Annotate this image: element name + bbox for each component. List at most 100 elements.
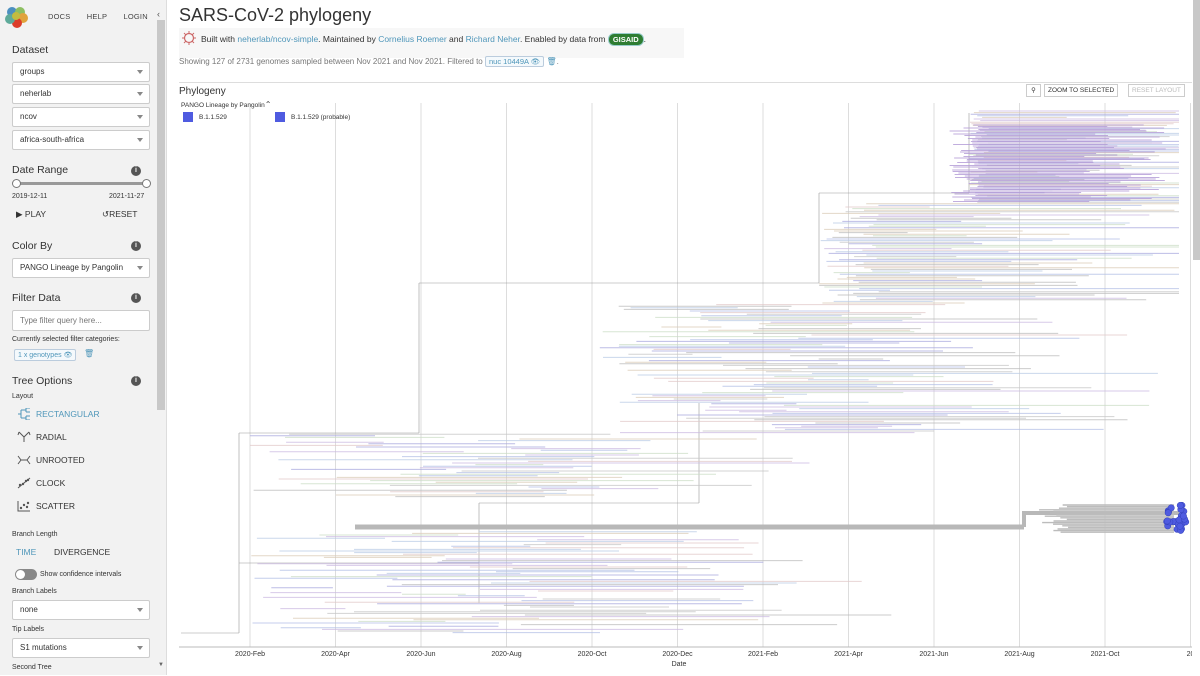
select-value: groups <box>20 67 45 76</box>
tip-labels-label: Tip Labels <box>12 626 45 633</box>
login-link[interactable]: LOGIN <box>123 12 148 21</box>
filter-chip-label: 1 x genotypes <box>18 352 62 359</box>
select-value: PANGO Lineage by Pangolin <box>20 263 124 272</box>
date-range-end: 2021-11-27 <box>109 193 145 200</box>
scroll-down-icon[interactable]: ▼ <box>158 662 164 668</box>
trash-icon[interactable]: 🗑 <box>546 57 557 66</box>
legend-item[interactable]: B.1.1.529 <box>183 112 227 122</box>
maintainer-link-neher[interactable]: Richard Neher <box>465 33 520 44</box>
tip-labels-select[interactable]: S1 mutations <box>12 638 150 658</box>
sidebar-scrollbar[interactable] <box>157 20 165 410</box>
layout-radial[interactable]: RADIAL <box>17 431 67 443</box>
selected-filter-caption: Currently selected filter categories: <box>12 336 120 343</box>
dataset-select-2[interactable]: neherlab <box>12 84 150 104</box>
confidence-label: Show confidence intervals <box>40 571 122 578</box>
legend-title[interactable]: PANGO Lineage by Pangolin⌃ <box>181 100 271 109</box>
legend-label: B.1.1.529 <box>199 113 227 121</box>
date-range-slider[interactable] <box>16 182 147 185</box>
date-range-start-handle[interactable] <box>12 179 21 188</box>
date-range-heading: Date Range <box>12 164 69 176</box>
search-button[interactable]: ⚲ <box>1026 84 1041 97</box>
zoom-to-selected-button[interactable]: ZOOM TO SELECTED <box>1044 84 1119 97</box>
phylogeny-tree[interactable]: 2020-Feb 2020-Apr 2020-Jun 2020-Aug 2020-Oct… <box>179 103 1192 676</box>
nextstrain-logo[interactable] <box>4 4 28 28</box>
dataset-heading: Dataset <box>12 44 49 56</box>
repo-link[interactable]: neherlab/ncov-simple <box>237 33 319 44</box>
x-tick-label: 2021-Oct <box>1091 651 1120 658</box>
play-button[interactable]: ▶ PLAY <box>16 209 46 220</box>
radial-tree-icon <box>17 431 31 442</box>
branch-length-time[interactable]: TIME <box>16 547 37 557</box>
info-icon[interactable]: i <box>131 166 141 176</box>
docs-link[interactable]: DOCS <box>48 12 71 21</box>
date-range-end-handle[interactable] <box>142 179 151 188</box>
trash-icon[interactable]: 🗑 <box>84 349 95 358</box>
chevron-down-icon <box>137 92 143 96</box>
tree-options-heading: Tree Options <box>12 375 73 387</box>
play-label: PLAY <box>24 209 47 219</box>
x-tick-label: 2020-Jun <box>406 651 435 658</box>
select-value: ncov <box>20 112 37 121</box>
eye-icon[interactable]: 👁 <box>63 352 73 359</box>
select-value: S1 mutations <box>20 643 67 652</box>
filter-data-heading: Filter Data <box>12 292 61 304</box>
branch-length-label: Branch Length <box>12 531 58 538</box>
x-tick-label: 20 <box>1187 651 1192 658</box>
reset-button[interactable]: ↺RESET <box>102 209 137 220</box>
legend-title-text: PANGO Lineage by Pangolin <box>181 102 265 109</box>
highlighted-tip <box>1176 522 1184 530</box>
filter-input[interactable] <box>12 310 150 331</box>
reset-layout-button[interactable]: RESET LAYOUT <box>1128 84 1185 97</box>
legend-item[interactable]: B.1.1.529 (probable) <box>275 112 350 122</box>
help-link[interactable]: HELP <box>86 12 108 21</box>
reset-label: RESET <box>109 209 138 219</box>
page-scrollbar[interactable] <box>1193 0 1200 260</box>
play-icon: ▶ <box>16 209 23 219</box>
branch-labels-select[interactable]: none <box>12 600 150 620</box>
highlighted-tip <box>1164 509 1172 517</box>
filter-chip[interactable]: 1 x genotypes 👁 <box>14 349 77 361</box>
highlighted-tip <box>1163 517 1171 525</box>
maintainer-link-roemer[interactable]: Cornelius Roemer <box>378 33 447 44</box>
dataset-select-4[interactable]: africa-south-africa <box>12 130 150 150</box>
info-icon[interactable]: i <box>131 293 141 303</box>
x-tick-label: 2021-Aug <box>1004 651 1034 658</box>
legend-swatch <box>183 112 193 122</box>
virus-icon <box>182 31 196 45</box>
toggle-knob <box>16 570 25 579</box>
dataset-select-3[interactable]: ncov <box>12 107 150 127</box>
layout-clock[interactable]: CLOCK <box>17 477 65 489</box>
highlighted-tip <box>1176 501 1184 509</box>
highlighted-tip <box>1179 512 1187 520</box>
showing-end: . <box>556 57 559 66</box>
color-by-heading: Color By <box>12 240 53 252</box>
sidebar: DOCS HELP LOGIN ‹ ▼ Dataset groups neher… <box>0 0 167 675</box>
legend-label: B.1.1.529 (probable) <box>291 113 351 121</box>
select-value: neherlab <box>20 89 52 98</box>
layout-scatter[interactable]: SCATTER <box>17 500 75 512</box>
layout-label: Layout <box>12 393 34 400</box>
chevron-down-icon <box>137 115 143 119</box>
chevron-down-icon <box>137 646 143 650</box>
clock-icon <box>17 477 31 489</box>
x-tick-label: 2021-Jun <box>919 651 948 658</box>
active-filter-chip[interactable]: nuc 10449A 👁 <box>484 56 545 67</box>
layout-rectangular[interactable]: RECTANGULAR <box>17 408 100 420</box>
chevron-up-icon: ⌃ <box>264 100 272 109</box>
layout-unrooted[interactable]: UNROOTED <box>17 454 85 466</box>
gisaid-logo[interactable]: GISAID <box>607 33 644 46</box>
eye-icon[interactable]: 👁 <box>530 57 541 66</box>
confidence-toggle[interactable] <box>15 569 37 580</box>
showing-text: Showing 127 of 2731 genomes sampled betw… <box>179 57 485 66</box>
showing-summary: Showing 127 of 2731 genomes sampled betw… <box>179 56 559 67</box>
info-icon[interactable]: i <box>131 376 141 386</box>
legend-swatch <box>275 112 285 122</box>
branch-length-divergence[interactable]: DIVERGENCE <box>54 547 111 557</box>
info-icon[interactable]: i <box>131 241 141 251</box>
x-tick-label: 2020-Dec <box>662 651 693 658</box>
chevron-left-icon[interactable]: ‹ <box>157 9 160 19</box>
reset-icon: ↺ <box>102 209 110 219</box>
color-by-select[interactable]: PANGO Lineage by Pangolin <box>12 258 150 278</box>
second-tree-label: Second Tree <box>12 664 52 671</box>
dataset-select-1[interactable]: groups <box>12 62 150 82</box>
